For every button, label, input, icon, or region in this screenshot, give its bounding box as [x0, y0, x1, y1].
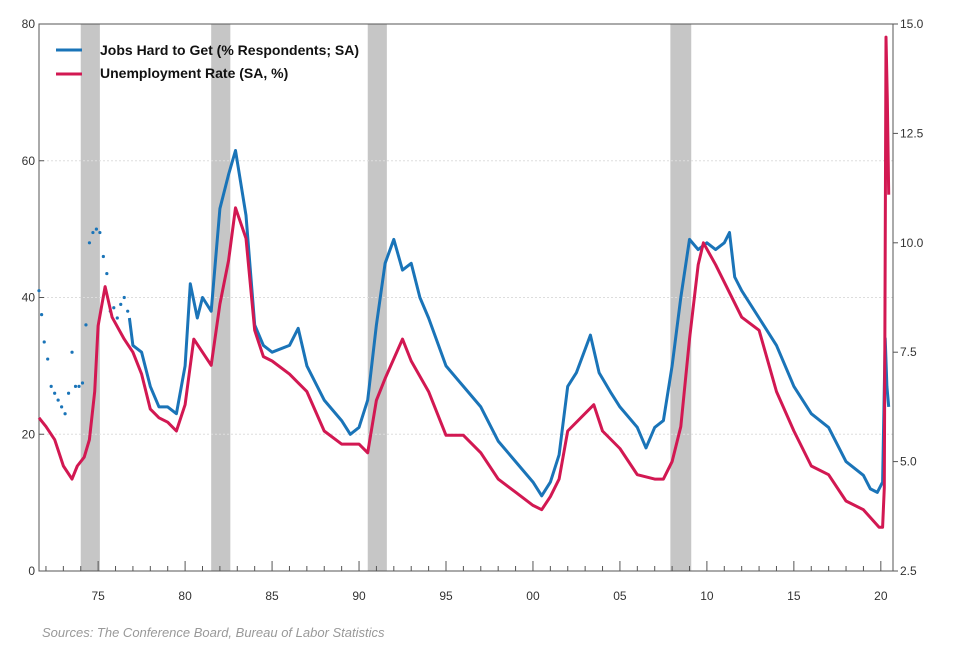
data-point [37, 289, 41, 293]
x-tick-label: 90 [352, 589, 366, 603]
data-point [80, 381, 85, 385]
data-point [77, 384, 81, 388]
data-point [91, 230, 95, 235]
legend: Jobs Hard to Get (% Respondents; SA) Une… [56, 42, 359, 81]
y-right-tick-label: 12.5 [900, 126, 924, 140]
x-tick-label: 95 [439, 589, 453, 603]
data-point [101, 254, 105, 259]
data-point [105, 271, 109, 276]
data-point [53, 391, 57, 395]
x-tick-label: 10 [700, 589, 714, 603]
x-tick-label: 00 [526, 589, 540, 603]
data-point [73, 384, 78, 388]
y-left-tick-label: 60 [22, 154, 36, 168]
data-point [70, 350, 74, 354]
source-note: Sources: The Conference Board, Bureau of… [42, 625, 385, 640]
y-left-tick-label: 0 [28, 564, 35, 578]
data-point [87, 241, 92, 245]
series-jobs-hard-to-get [37, 149, 891, 498]
gridlines [39, 160, 893, 435]
data-point [42, 340, 46, 344]
data-point [119, 302, 123, 306]
x-axis: 75 80 85 90 95 00 05 10 15 20 [45, 561, 888, 603]
data-point [66, 391, 71, 395]
data-point [126, 309, 130, 313]
data-point [112, 306, 116, 310]
data-point [122, 295, 126, 300]
series-unemployment-rate [37, 35, 891, 529]
legend-label-jobs-hard-to-get: Jobs Hard to Get (% Respondents; SA) [100, 42, 359, 58]
data-point [63, 412, 67, 416]
y-left-tick-label: 80 [22, 17, 36, 31]
legend-label-unemployment-rate: Unemployment Rate (SA, %) [100, 65, 288, 81]
x-tick-label: 75 [91, 589, 105, 603]
y-right-tick-label: 7.5 [900, 345, 917, 359]
data-point [60, 405, 64, 409]
y-axis-left: 0 20 40 60 80 [22, 17, 44, 578]
x-tick-label: 05 [613, 589, 627, 603]
x-tick-label: 80 [178, 589, 192, 603]
y-left-tick-label: 20 [22, 427, 36, 441]
data-point [56, 398, 60, 402]
data-point [84, 323, 88, 327]
data-point [46, 357, 50, 361]
y-right-tick-label: 10.0 [900, 236, 924, 250]
series-lines [37, 35, 891, 529]
x-tick-label: 20 [874, 589, 888, 603]
x-tick-label: 15 [787, 589, 801, 603]
data-point [115, 316, 119, 320]
data-point [98, 230, 102, 235]
data-point [40, 312, 44, 317]
series-line [37, 35, 891, 529]
y-right-tick-label: 15.0 [900, 17, 924, 31]
data-point [94, 227, 98, 231]
x-tick-label: 85 [265, 589, 279, 603]
data-point [49, 384, 53, 388]
y-right-tick-label: 5.0 [900, 455, 917, 469]
series-line [127, 149, 891, 498]
y-right-tick-label: 2.5 [900, 564, 917, 578]
y-left-tick-label: 40 [22, 291, 36, 305]
y-axis-right: 2.5 5.0 7.5 10.0 12.5 15.0 [893, 17, 924, 578]
